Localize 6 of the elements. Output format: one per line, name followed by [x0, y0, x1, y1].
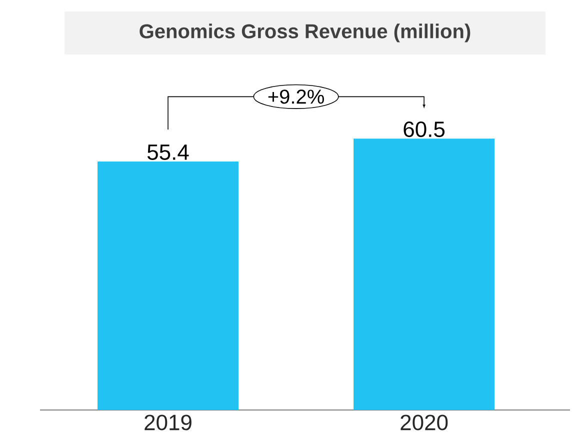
text: +9.2% [268, 90, 324, 104]
chart-title: Genomics Gross Revenue (million) [140, 24, 470, 42]
x-tick-label: 2020 [400, 414, 448, 430]
data-label: 60.5 [404, 121, 445, 138]
data-label: 55.4 [147, 144, 189, 160]
x-tick-label: 2019 [144, 414, 192, 430]
